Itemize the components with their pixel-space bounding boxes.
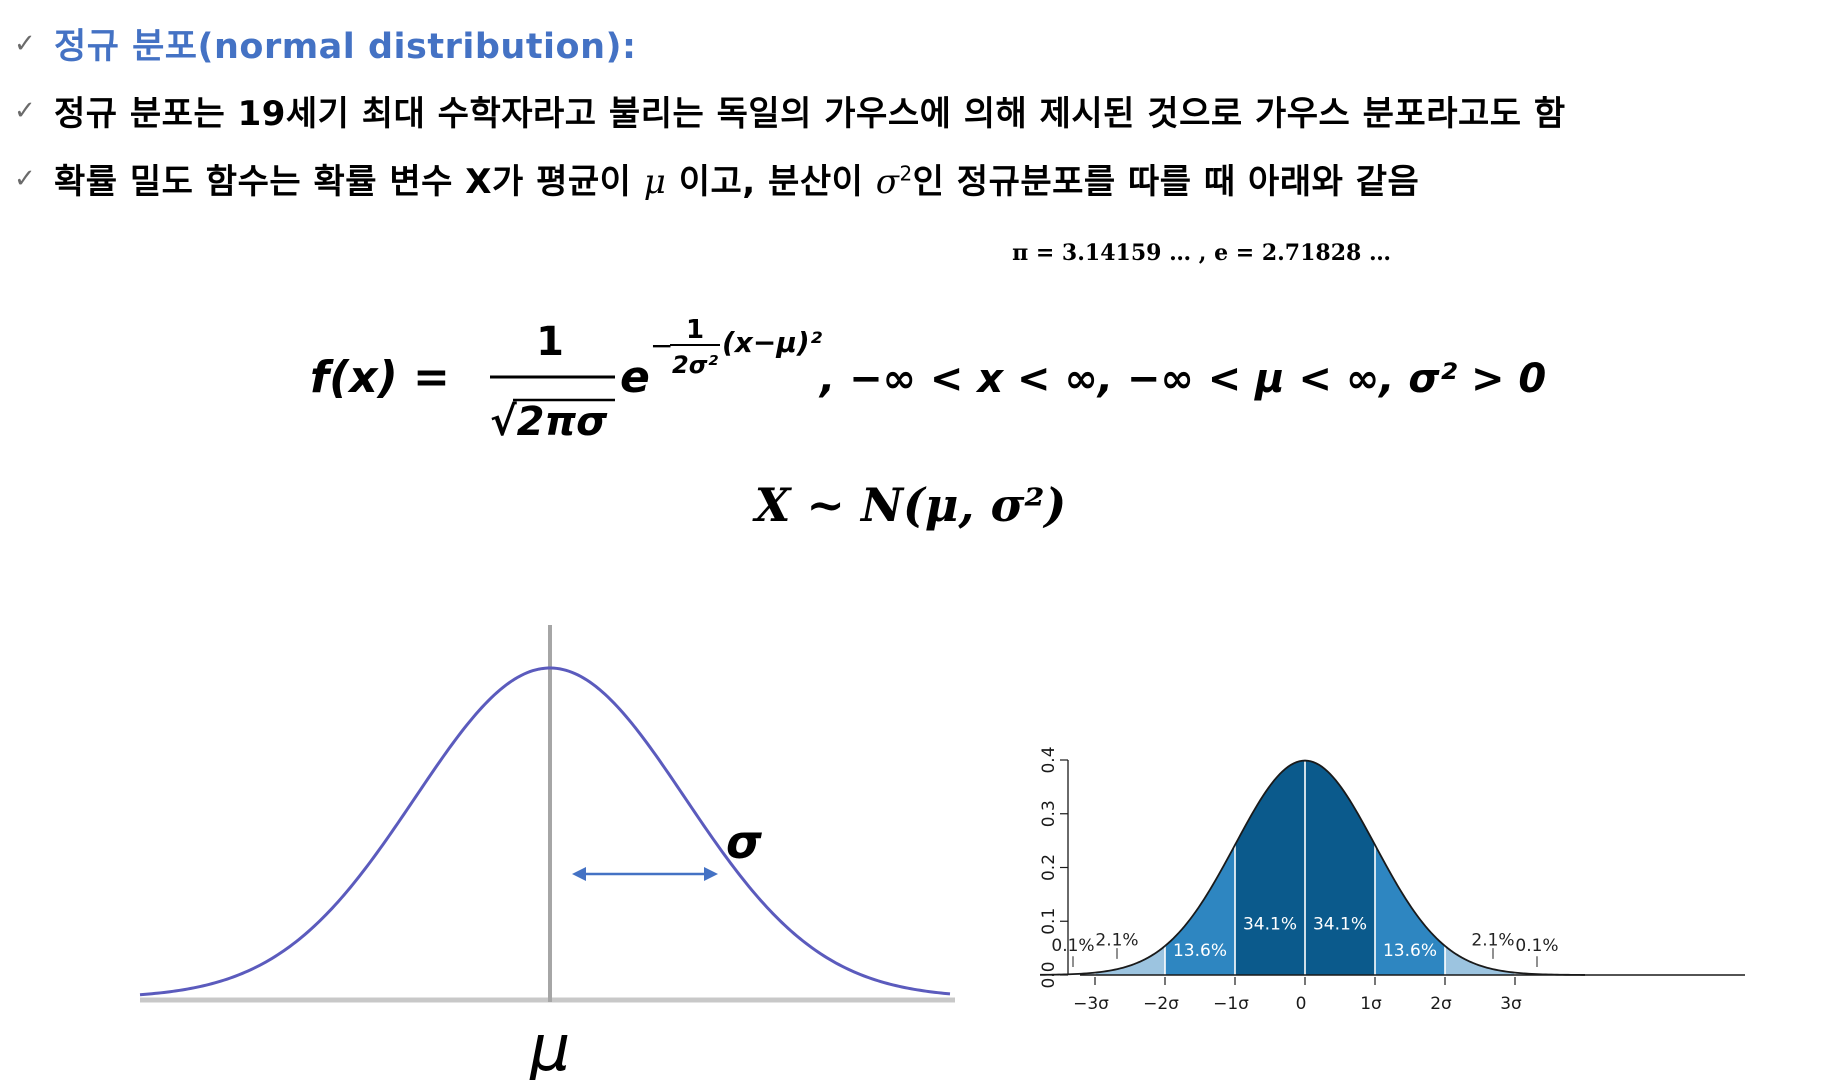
pdf-text-a: 확률 밀도 함수는 확률 변수 X가 평균이 <box>54 162 644 202</box>
region-label-3: 34.1% <box>1313 914 1367 934</box>
y-tick-label-2: 0.2 <box>1040 854 1059 881</box>
sigma-symbol: σ <box>875 162 900 202</box>
x-tick-label-4: 1σ <box>1360 994 1382 1014</box>
y-tick-label-4: 0.4 <box>1040 746 1059 773</box>
exp-rest: (x−μ)² <box>722 326 823 359</box>
sigma-arrow-left-head <box>572 867 586 881</box>
formula-e: e <box>620 352 650 403</box>
sigma-exponent: 2 <box>899 161 913 186</box>
mu-label: μ <box>529 1012 571 1080</box>
region-label-4: 13.6% <box>1383 941 1437 961</box>
bullet-1: ✓ 정규 분포(normal distribution): <box>14 18 637 69</box>
check-icon: ✓ <box>14 28 36 59</box>
pdf-formula: f(x) = 1 √2πσ e − 1 2σ² (x−μ)² , −∞ < x … <box>310 315 1546 445</box>
x-tick-label-3: 0 <box>1296 994 1307 1014</box>
formula-conditions: , −∞ < x < ∞, −∞ < μ < ∞, σ² > 0 <box>818 356 1546 402</box>
section-title: 정규 분포(normal distribution): <box>54 27 637 67</box>
x-tick-label-6: 3σ <box>1500 994 1522 1014</box>
region-3 <box>1305 760 1375 975</box>
region-label-5: 2.1% <box>1471 930 1514 950</box>
region-label-2: 34.1% <box>1243 914 1297 934</box>
formula-denominator: √2πσ <box>490 399 608 445</box>
bell-curve-figure: σ μ <box>139 625 955 1080</box>
formula-numerator: 1 <box>536 319 564 365</box>
exp-sign: − <box>650 329 673 362</box>
region-label-0: 2.1% <box>1095 930 1138 950</box>
region-2 <box>1235 760 1305 975</box>
region-5 <box>1445 945 1515 975</box>
sigma-label: σ <box>726 815 762 869</box>
x-tick-label-2: −1σ <box>1213 994 1249 1014</box>
constants-note: π = 3.14159 … , e = 2.71828 … <box>1012 240 1391 266</box>
bullet-text-pdf: 확률 밀도 함수는 확률 변수 X가 평균이 μ 이고, 분산이 σ2인 정규분… <box>54 154 1419 203</box>
region-label-1: 13.6% <box>1173 941 1227 961</box>
density-curve <box>1040 759 1586 976</box>
region-0 <box>1095 945 1165 975</box>
standard-normal-chart: 0.00.10.20.30.4 2.1%13.6%34.1% 34.1%13.6%… <box>1040 746 1745 1014</box>
distribution-notation: X ~ N(μ, σ²) <box>0 478 1821 532</box>
x-tick-label-0: −3σ <box>1073 994 1109 1014</box>
sigma-arrow-right-head <box>704 867 718 881</box>
exp-denominator: 2σ² <box>672 351 718 379</box>
pdf-text-c: 인 정규분포를 따를 때 아래와 같음 <box>912 162 1420 202</box>
exp-numerator: 1 <box>686 315 704 345</box>
mu-symbol: μ <box>643 162 667 202</box>
chart-regions <box>1040 759 1586 976</box>
x-tick-label-5: 2σ <box>1430 994 1452 1014</box>
formula-lhs: f(x) = <box>310 352 450 403</box>
pdf-text-b: 이고, 분산이 <box>666 162 876 202</box>
bullet-text-gauss: 정규 분포는 19세기 최대 수학자라고 불리는 독일의 가우스에 의해 제시된… <box>54 94 1566 134</box>
check-icon: ✓ <box>14 163 36 194</box>
bullet-2: ✓ 정규 분포는 19세기 최대 수학자라고 불리는 독일의 가우스에 의해 제… <box>14 86 1566 135</box>
tail-label-0: 0.1% <box>1051 936 1094 956</box>
x-tick-label-1: −2σ <box>1143 994 1179 1014</box>
y-tick-label-1: 0.1 <box>1040 908 1059 935</box>
chart-labels: 2.1%13.6%34.1% 34.1%13.6%2.1%0.1% 0.1% <box>1051 914 1559 967</box>
notation-text: X ~ N(μ, σ²) <box>754 478 1067 532</box>
y-axis: 0.00.10.20.30.4 <box>1040 746 1069 989</box>
bell-curve <box>139 666 951 997</box>
tail-label-1: 0.1% <box>1515 936 1558 956</box>
y-tick-label-3: 0.3 <box>1040 800 1059 827</box>
bullet-3: ✓ 확률 밀도 함수는 확률 변수 X가 평균이 μ 이고, 분산이 σ2인 정… <box>14 154 1419 203</box>
check-icon: ✓ <box>14 95 36 126</box>
x-axis: −3σ −2σ −1σ 0 1σ 2σ 3σ <box>1073 974 1745 1014</box>
